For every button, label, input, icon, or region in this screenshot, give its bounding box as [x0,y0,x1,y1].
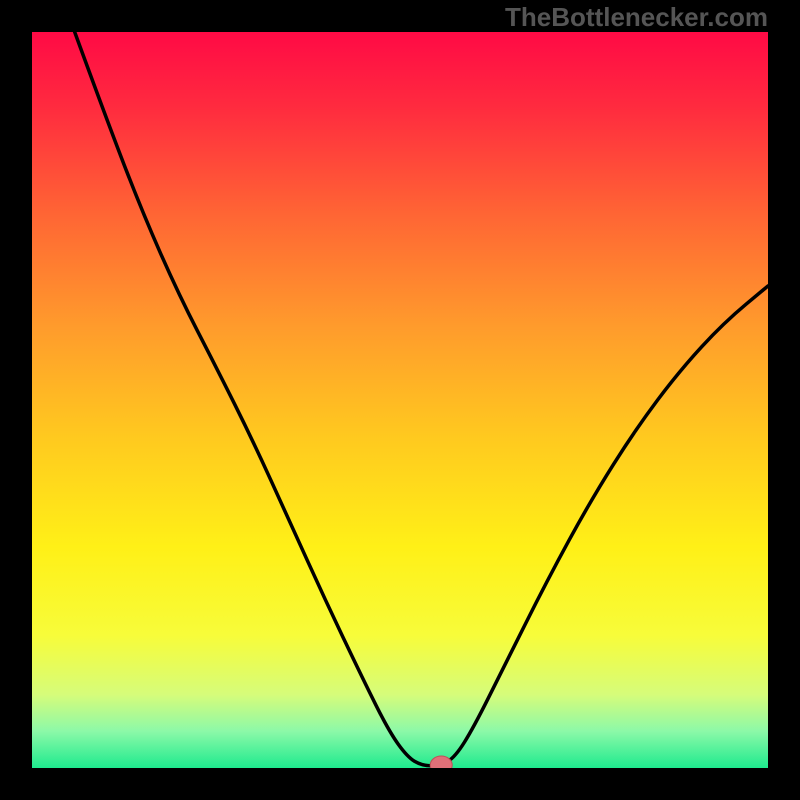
plot-area [32,32,768,768]
plot-svg [32,32,768,768]
watermark-text: TheBottlenecker.com [505,2,768,33]
chart-frame: TheBottlenecker.com [0,0,800,800]
